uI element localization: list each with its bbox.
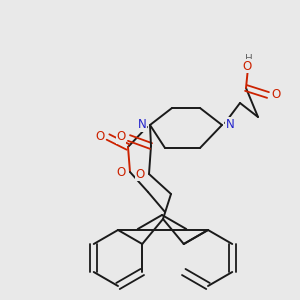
Text: O: O [272,88,280,101]
Text: O: O [116,167,126,179]
Text: H: H [245,54,253,64]
Text: O: O [116,130,126,143]
Text: N: N [226,118,234,130]
Text: O: O [95,130,105,142]
Text: N: N [138,118,146,131]
Text: O: O [242,59,252,73]
Text: O: O [135,167,145,181]
